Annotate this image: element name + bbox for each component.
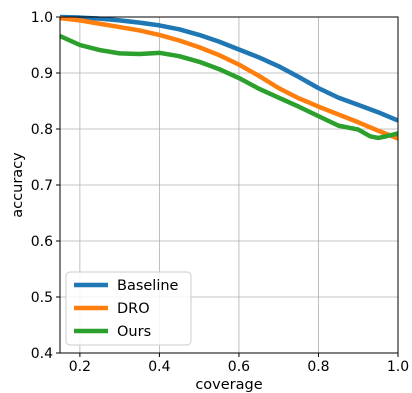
y-tick-label: 0.6 (31, 234, 53, 250)
legend: Baseline DRO Ours (65, 271, 192, 346)
legend-label-dro: DRO (117, 301, 150, 317)
y-axis-label: accuracy (10, 152, 26, 218)
ticks: 0.2 0.4 0.6 0.8 1.0 0.4 0.5 0.6 0.7 0.8 0.9 1.0 (31, 10, 409, 375)
series-line-baseline (60, 14, 398, 123)
series-lines (60, 14, 398, 141)
legend-box (65, 271, 192, 346)
y-tick-label: 0.5 (31, 290, 53, 306)
x-tick-label: 0.2 (69, 359, 91, 375)
y-tick-label: 0.7 (31, 178, 53, 194)
x-tick-label: 0.8 (307, 359, 329, 375)
y-tick-label: 0.4 (31, 346, 53, 362)
legend-label-baseline: Baseline (117, 278, 179, 294)
x-axis-label: coverage (195, 377, 262, 393)
series-line-dro (60, 15, 398, 141)
y-tick-label: 1.0 (31, 10, 53, 26)
x-tick-label: 1.0 (387, 359, 409, 375)
y-tick-label: 0.9 (31, 66, 53, 82)
x-tick-label: 0.4 (148, 359, 170, 375)
legend-label-ours: Ours (117, 324, 151, 340)
x-tick-label: 0.6 (228, 359, 250, 375)
series-line-ours (60, 33, 398, 141)
y-tick-label: 0.8 (31, 122, 53, 138)
